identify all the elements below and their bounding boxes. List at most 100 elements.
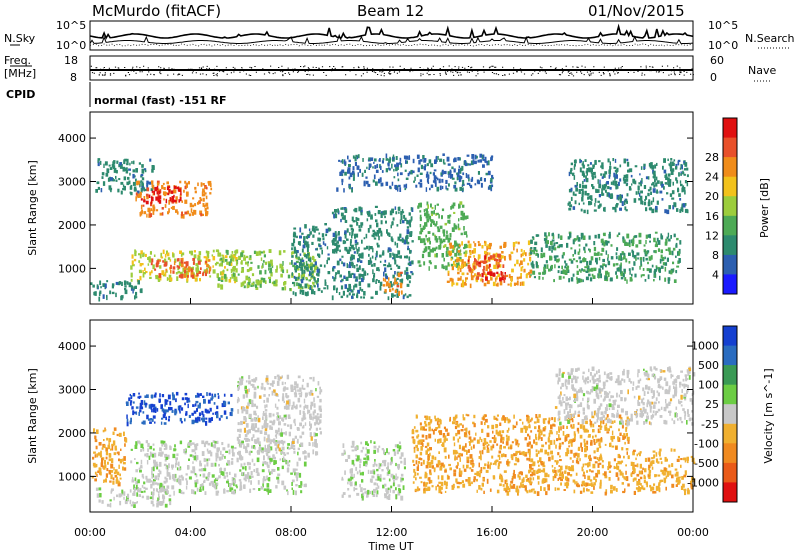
heatmap-cell	[97, 160, 98, 163]
heatmap-cell	[139, 271, 142, 273]
heatmap-cell	[429, 465, 432, 468]
heatmap-cell	[239, 479, 241, 481]
heatmap-cell	[661, 249, 664, 253]
heatmap-cell	[529, 424, 531, 427]
heatmap-cell	[94, 478, 97, 481]
heatmap-cell	[337, 241, 339, 244]
heatmap-cell	[602, 259, 605, 262]
heatmap-cell	[419, 210, 421, 212]
heatmap-cell	[103, 480, 105, 484]
heatmap-cell	[325, 243, 327, 246]
heatmap-cell	[312, 228, 314, 231]
heatmap-cell	[584, 251, 586, 254]
heatmap-cell	[612, 207, 615, 210]
heatmap-cell	[453, 417, 456, 421]
heatmap-cell	[143, 411, 145, 413]
heatmap-cell	[245, 276, 248, 281]
heatmap-cell	[141, 491, 144, 493]
heatmap-cell	[382, 250, 384, 254]
heatmap-cell	[174, 186, 177, 189]
heatmap-cell	[383, 158, 385, 160]
heatmap-cell	[143, 476, 145, 478]
heatmap-cell	[389, 479, 391, 482]
heatmap-cell	[449, 243, 450, 245]
heatmap-cell	[146, 453, 148, 457]
heatmap-cell	[629, 268, 631, 271]
heatmap-cell	[574, 490, 576, 494]
heatmap-cell	[427, 163, 429, 166]
heatmap-cell	[393, 479, 395, 482]
heatmap-cell	[551, 256, 553, 260]
heatmap-cell	[144, 268, 146, 271]
heatmap-cell	[242, 466, 245, 469]
heatmap-cell	[652, 265, 654, 268]
heatmap-cell	[383, 264, 386, 266]
heatmap-cell	[345, 234, 347, 239]
heatmap-cell	[687, 174, 689, 177]
heatmap-cell	[333, 266, 336, 269]
heatmap-cell	[367, 218, 369, 221]
heatmap-cell	[684, 190, 686, 194]
heatmap-cell	[499, 476, 502, 480]
heatmap-cell	[357, 471, 359, 474]
heatmap-cell	[174, 444, 176, 447]
heatmap-cell	[319, 419, 322, 423]
heatmap-cell	[95, 454, 97, 458]
heatmap-cell	[224, 476, 226, 479]
heatmap-cell	[282, 261, 283, 266]
heatmap-cell	[343, 240, 345, 244]
heatmap-cell	[192, 205, 194, 208]
heatmap-cell	[585, 421, 588, 424]
heatmap-cell	[442, 186, 443, 189]
heatmap-cell	[293, 238, 295, 243]
heatmap-cell	[110, 499, 112, 501]
heatmap-cell	[172, 206, 175, 210]
heatmap-cell	[220, 284, 223, 286]
heatmap-cell	[253, 434, 255, 438]
heatmap-cell	[283, 452, 285, 455]
heatmap-cell	[348, 164, 351, 167]
heatmap-cell	[430, 163, 433, 167]
heatmap-cell	[139, 441, 141, 444]
heatmap-cell	[556, 242, 559, 244]
heatmap-cell	[368, 254, 370, 257]
heatmap-cell	[404, 270, 406, 275]
heatmap-cell	[282, 393, 284, 396]
heatmap-cell	[603, 207, 605, 211]
heatmap-cell	[420, 238, 423, 243]
power-heatmap-cells	[90, 153, 689, 301]
heatmap-cell	[304, 399, 305, 404]
heatmap-cell	[166, 181, 169, 184]
heatmap-cell	[302, 451, 304, 454]
heatmap-cell	[109, 291, 111, 295]
heatmap-cell	[478, 243, 481, 246]
heatmap-cell	[345, 241, 346, 244]
heatmap-cell	[247, 284, 249, 289]
heatmap-cell	[672, 190, 675, 194]
heatmap-cell	[307, 453, 310, 458]
heatmap-cell	[572, 419, 574, 422]
heatmap-cell	[268, 469, 270, 472]
heatmap-cell	[395, 290, 398, 294]
heatmap-cell	[425, 424, 428, 427]
heatmap-cell	[151, 262, 153, 265]
heatmap-cell	[293, 447, 295, 450]
heatmap-cell	[562, 442, 564, 445]
heatmap-cell	[294, 406, 297, 409]
heatmap-cell	[216, 448, 219, 453]
heatmap-cell	[394, 271, 396, 275]
heatmap-cell	[630, 277, 633, 282]
heatmap-cell	[668, 279, 670, 284]
heatmap-cell	[278, 376, 281, 381]
heatmap-cell	[237, 437, 239, 441]
heatmap-cell	[599, 486, 601, 488]
heatmap-cell	[484, 438, 487, 442]
heatmap-cell	[127, 494, 129, 498]
heatmap-cell	[256, 419, 258, 421]
heatmap-cell	[256, 280, 259, 284]
heatmap-cell	[665, 267, 667, 272]
heatmap-cell	[206, 264, 209, 268]
heatmap-cell	[496, 444, 498, 446]
heatmap-cell	[544, 450, 547, 455]
heatmap-cell	[319, 245, 322, 247]
